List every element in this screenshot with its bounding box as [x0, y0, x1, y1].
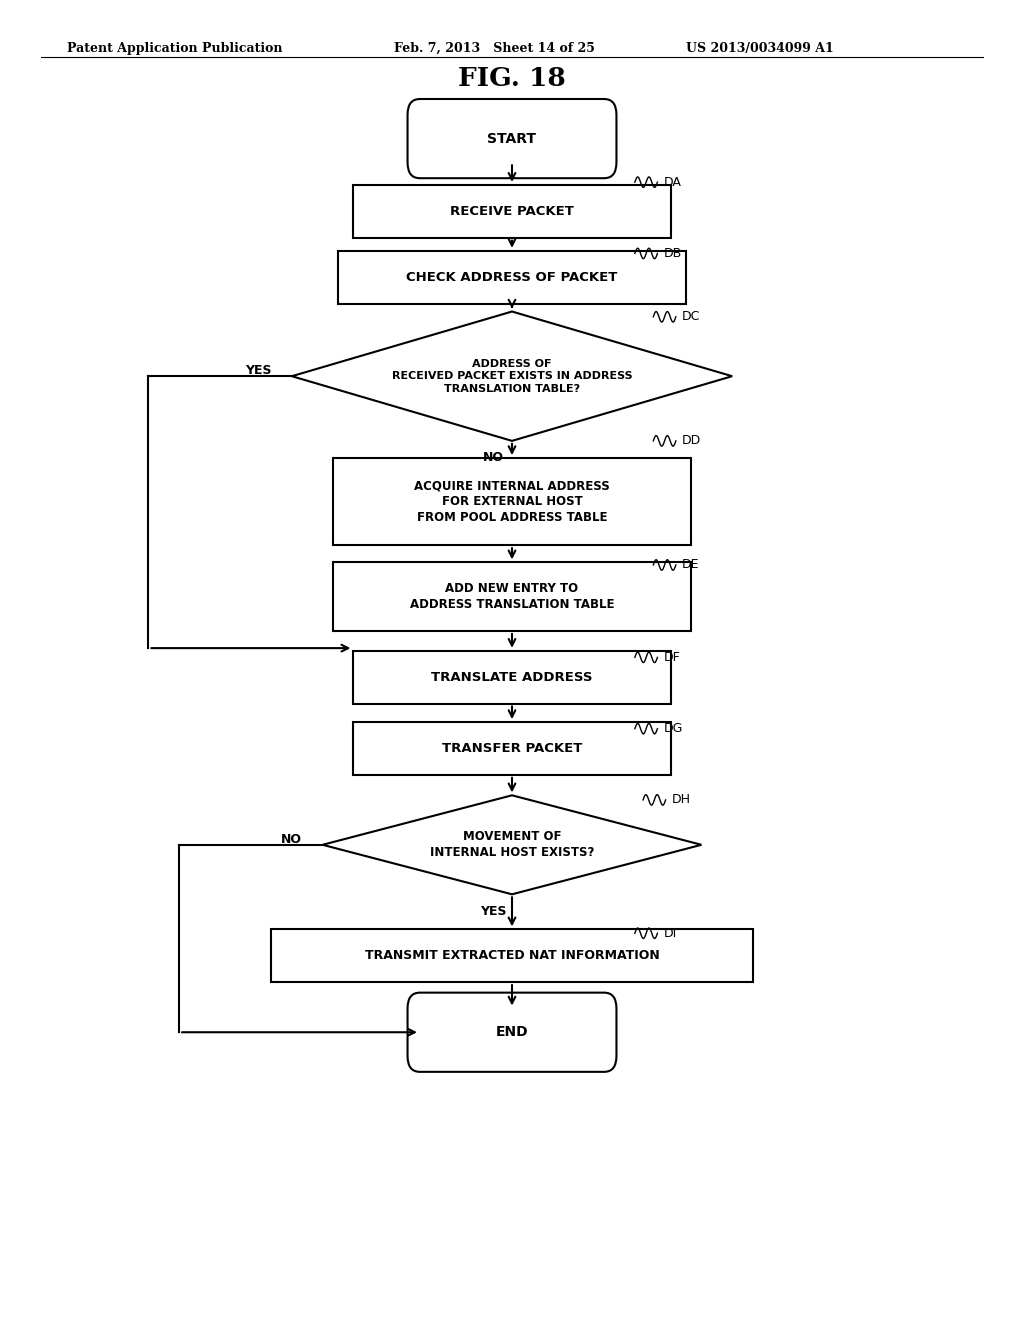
Text: DA: DA	[664, 176, 681, 189]
Text: ACQUIRE INTERNAL ADDRESS
FOR EXTERNAL HOST
FROM POOL ADDRESS TABLE: ACQUIRE INTERNAL ADDRESS FOR EXTERNAL HO…	[414, 479, 610, 524]
Text: END: END	[496, 1026, 528, 1039]
Text: TRANSLATE ADDRESS: TRANSLATE ADDRESS	[431, 671, 593, 684]
Text: ADDRESS OF
RECEIVED PACKET EXISTS IN ADDRESS
TRANSLATION TABLE?: ADDRESS OF RECEIVED PACKET EXISTS IN ADD…	[392, 359, 632, 393]
FancyBboxPatch shape	[408, 99, 616, 178]
Text: US 2013/0034099 A1: US 2013/0034099 A1	[686, 42, 834, 55]
Text: TRANSMIT EXTRACTED NAT INFORMATION: TRANSMIT EXTRACTED NAT INFORMATION	[365, 949, 659, 962]
Text: DG: DG	[664, 722, 683, 735]
Bar	[353, 651, 671, 704]
Text: YES: YES	[245, 364, 271, 378]
Bar	[271, 929, 753, 982]
Text: DF: DF	[664, 651, 680, 664]
Polygon shape	[292, 312, 732, 441]
Text: DI: DI	[664, 927, 677, 940]
Polygon shape	[323, 795, 701, 895]
Bar	[353, 722, 671, 775]
Text: TRANSFER PACKET: TRANSFER PACKET	[441, 742, 583, 755]
Text: DC: DC	[682, 310, 700, 323]
Text: NO: NO	[483, 451, 504, 465]
Bar	[338, 251, 686, 304]
Bar	[353, 185, 671, 238]
Text: DD: DD	[682, 434, 701, 447]
Text: CHECK ADDRESS OF PACKET: CHECK ADDRESS OF PACKET	[407, 271, 617, 284]
Text: NO: NO	[281, 833, 302, 846]
Bar	[333, 562, 691, 631]
Text: START: START	[487, 132, 537, 145]
FancyBboxPatch shape	[408, 993, 616, 1072]
Text: DH: DH	[672, 793, 691, 807]
Bar	[333, 458, 691, 545]
Text: Patent Application Publication: Patent Application Publication	[67, 42, 282, 55]
Text: FIG. 18: FIG. 18	[458, 66, 566, 91]
Text: RECEIVE PACKET: RECEIVE PACKET	[451, 205, 573, 218]
Text: DE: DE	[682, 558, 699, 572]
Text: YES: YES	[480, 906, 507, 917]
Text: Feb. 7, 2013   Sheet 14 of 25: Feb. 7, 2013 Sheet 14 of 25	[394, 42, 595, 55]
Text: ADD NEW ENTRY TO
ADDRESS TRANSLATION TABLE: ADD NEW ENTRY TO ADDRESS TRANSLATION TAB…	[410, 582, 614, 611]
Text: DB: DB	[664, 247, 682, 260]
Text: MOVEMENT OF
INTERNAL HOST EXISTS?: MOVEMENT OF INTERNAL HOST EXISTS?	[430, 830, 594, 859]
